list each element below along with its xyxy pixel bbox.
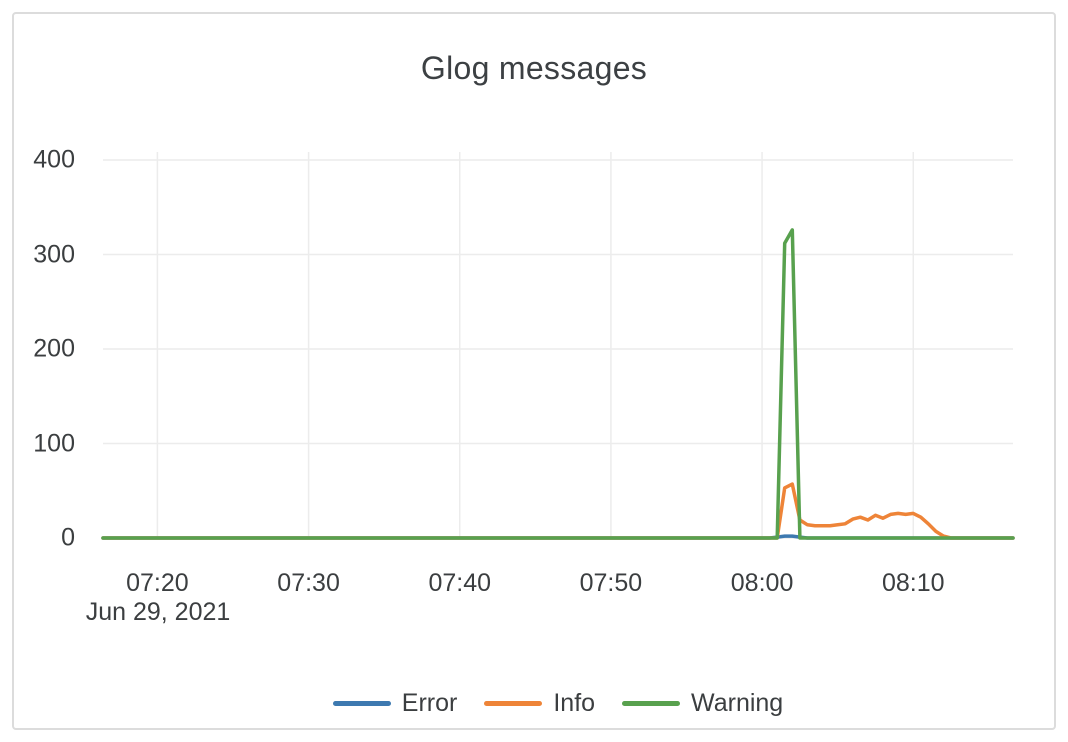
chart-card-border [12,12,1056,730]
legend-line-swatch [332,700,391,706]
legend: Error Info Warning [103,687,1013,719]
y-tick-label: 300 [33,240,75,268]
y-tick-label: 200 [33,334,75,363]
legend-item-info[interactable]: Info [484,689,595,718]
legend-label: Warning [691,688,784,717]
y-tick-label: 100 [33,429,75,457]
x-tick-label: 08:00 [730,569,794,597]
chart-title: Glog messages [420,50,648,86]
x-tick-label: 08:10 [881,569,945,597]
y-tick-label: 400 [33,145,75,174]
y-tick-label: 0 [61,523,75,552]
legend-line-swatch [484,700,543,706]
legend-label: Info [553,688,596,717]
x-tick-label: 07:20 [126,569,189,597]
x-tick-label: 07:30 [277,569,340,597]
x-tick-label: 07:40 [428,569,492,597]
series-line-warning [101,228,1015,540]
x-axis-date-label: Jun 29, 2021 [85,598,231,626]
series-line-info [101,482,1015,540]
legend-label: Error [401,688,458,717]
x-tick-label: 07:50 [579,569,643,597]
legend-item-error[interactable]: Error [332,688,458,718]
legend-item-warning[interactable]: Warning [622,689,783,718]
legend-line-swatch [622,700,681,706]
